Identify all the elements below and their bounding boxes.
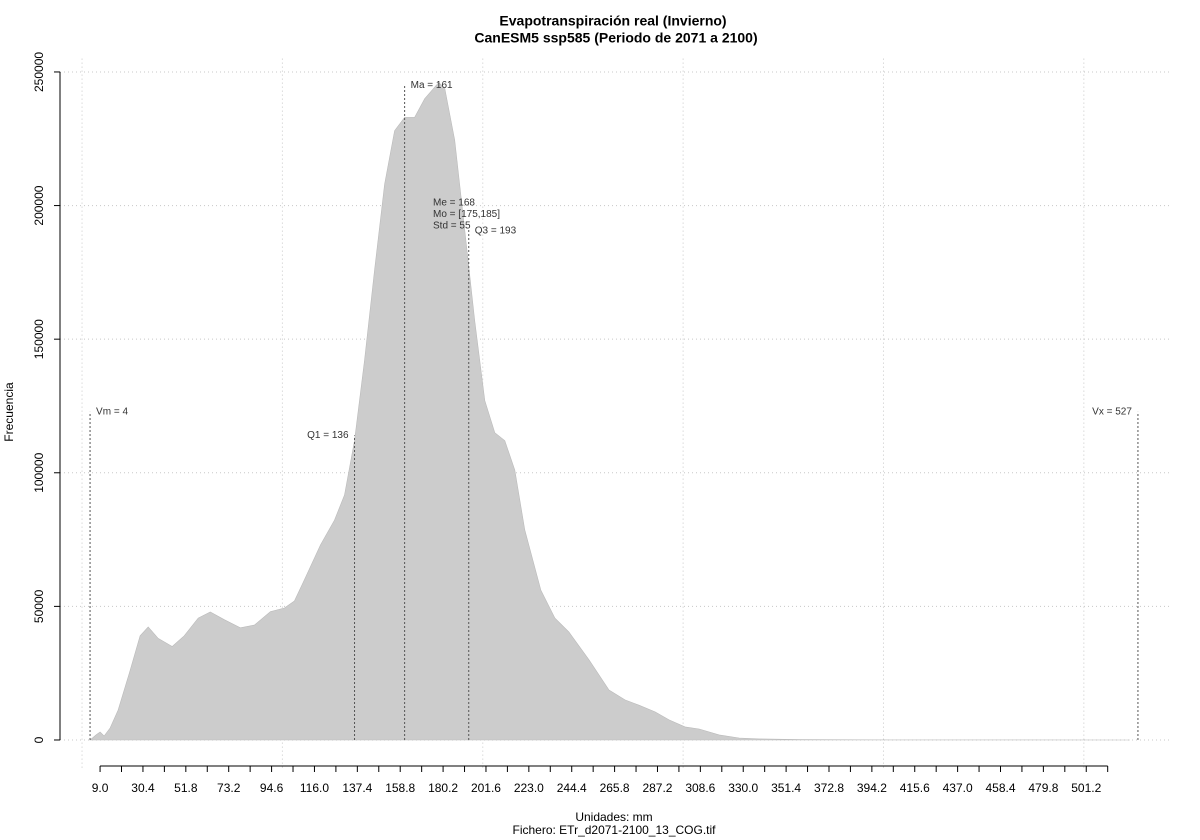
density-area (89, 82, 1130, 741)
y-tick-label: 100000 (32, 452, 46, 492)
stats-label: Mo = [175,185] (433, 209, 500, 220)
x-tick-label: 308.6 (685, 781, 715, 795)
x-tick-label: 116.0 (300, 781, 329, 795)
annotation-label: Vm = 4 (96, 406, 128, 417)
x-tick-label: 137.4 (342, 781, 372, 795)
x-tick-label: 265.8 (600, 781, 630, 795)
x-tick-label: 30.4 (131, 781, 155, 795)
annotation-label: Ma = 161 (411, 80, 453, 91)
annotation-label: Q1 = 136 (307, 430, 349, 441)
x-tick-label: 244.4 (557, 781, 587, 795)
x-tick-label: 51.8 (174, 781, 198, 795)
annotation-label: Q3 = 193 (475, 225, 517, 236)
x-tick-label: 158.8 (385, 781, 415, 795)
x-tick-label: 73.2 (217, 781, 241, 795)
x-tick-label: 330.0 (728, 781, 758, 795)
x-tick-label: 287.2 (642, 781, 672, 795)
x-tick-label: 415.6 (900, 781, 930, 795)
stats-label: Std = 55 (433, 221, 471, 232)
x-tick-label: 180.2 (428, 781, 458, 795)
stats-label: Me = 168 (433, 198, 475, 209)
x-tick-label: 479.8 (1028, 781, 1058, 795)
annotation-label: Vx = 527 (1092, 406, 1132, 417)
x-tick-label: 501.2 (1071, 781, 1101, 795)
y-tick-label: 50000 (32, 589, 46, 623)
x-tick-label: 351.4 (771, 781, 801, 795)
caption: Fichero: ETr_d2071-2100_13_COG.tif (513, 823, 717, 837)
y-axis-label: Frecuencia (2, 382, 16, 442)
chart-subtitle: CanESM5 ssp585 (Periodo de 2071 a 2100) (474, 30, 757, 46)
x-tick-label: 201.6 (471, 781, 501, 795)
x-tick-label: 223.0 (514, 781, 544, 795)
y-tick-label: 250000 (32, 52, 46, 92)
x-tick-label: 9.0 (92, 781, 109, 795)
x-tick-label: 394.2 (857, 781, 887, 795)
x-tick-label: 94.6 (260, 781, 284, 795)
chart-title: Evapotranspiración real (Invierno) (499, 13, 726, 29)
x-tick-label: 458.4 (985, 781, 1015, 795)
x-tick-label: 437.0 (943, 781, 973, 795)
y-tick-label: 200000 (32, 185, 46, 225)
y-tick-label: 150000 (32, 319, 46, 359)
y-tick-label: 0 (32, 736, 46, 743)
x-tick-label: 372.8 (814, 781, 844, 795)
x-axis-label: Unidades: mm (575, 810, 652, 824)
